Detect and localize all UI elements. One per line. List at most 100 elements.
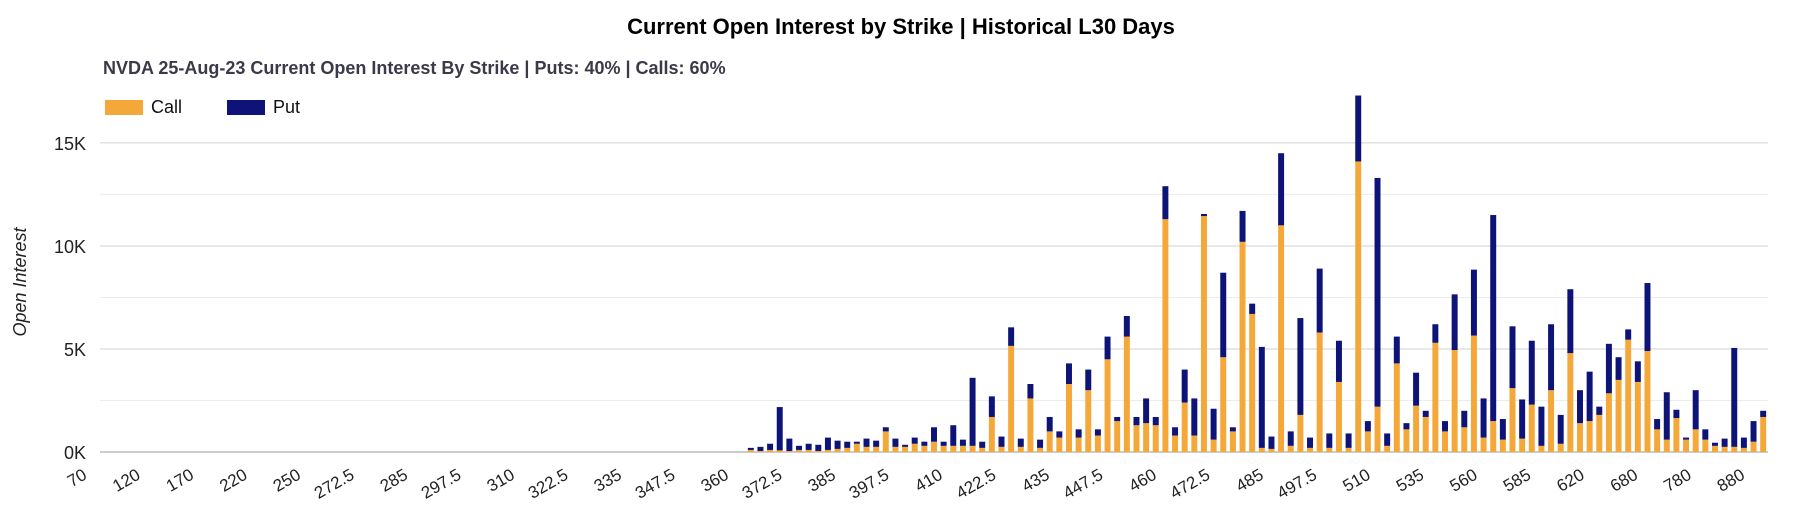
bar-call bbox=[1335, 381, 1342, 452]
bar-call bbox=[1037, 447, 1044, 452]
x-tick-label: 70 bbox=[64, 465, 90, 491]
bar-put bbox=[1384, 433, 1391, 446]
x-tick-label: 560 bbox=[1447, 465, 1481, 496]
bar-call bbox=[1210, 439, 1217, 452]
x-tick-label: 250 bbox=[270, 465, 304, 496]
bar-call bbox=[834, 448, 841, 452]
bar-call bbox=[1480, 437, 1487, 452]
bar-put bbox=[1721, 438, 1728, 447]
bar-put bbox=[1143, 398, 1150, 424]
y-tick-label: 5K bbox=[64, 340, 86, 360]
bar-call bbox=[1152, 425, 1159, 452]
bar-call bbox=[1297, 414, 1304, 452]
bar-put bbox=[1490, 215, 1497, 422]
bar-call bbox=[1239, 241, 1246, 452]
bar-put bbox=[1393, 336, 1400, 364]
bar-put bbox=[1442, 421, 1448, 432]
bar-put bbox=[1364, 421, 1371, 432]
bar-call bbox=[1287, 445, 1294, 452]
bar-put bbox=[1104, 336, 1111, 360]
bar-put bbox=[1162, 186, 1169, 220]
bar-put bbox=[1172, 427, 1179, 436]
bar-call bbox=[1008, 345, 1015, 452]
bar-put bbox=[1740, 437, 1747, 448]
legend-label-put: Put bbox=[273, 96, 301, 117]
bar-call bbox=[1731, 446, 1738, 452]
bar-call bbox=[1711, 445, 1718, 452]
legend-item-call[interactable]: Call bbox=[105, 97, 182, 117]
bar-call bbox=[1557, 443, 1564, 452]
chart-title: Current Open Interest by Strike | Histor… bbox=[627, 14, 1175, 39]
bar-put bbox=[1374, 177, 1381, 407]
bar-call bbox=[805, 449, 812, 452]
bar-call bbox=[1461, 427, 1468, 452]
bar-call bbox=[902, 446, 909, 452]
bar-call bbox=[1114, 421, 1121, 452]
bar-put bbox=[911, 437, 918, 444]
bar-call bbox=[1384, 445, 1391, 452]
bar-put bbox=[940, 441, 947, 446]
bar-call bbox=[1393, 363, 1400, 452]
bar-put bbox=[853, 441, 860, 444]
bar-call bbox=[988, 416, 995, 452]
bar-put bbox=[1326, 433, 1333, 448]
bar-put bbox=[1181, 369, 1188, 403]
bar-call bbox=[979, 447, 986, 452]
bar-call bbox=[1017, 446, 1024, 452]
y-tick-label: 10K bbox=[54, 237, 86, 257]
legend-item-put[interactable]: Put bbox=[227, 97, 300, 117]
bar-put bbox=[1287, 431, 1294, 446]
bar-put bbox=[1432, 324, 1439, 343]
bar-call bbox=[1586, 421, 1593, 452]
bar-call bbox=[1181, 402, 1188, 452]
bar-call bbox=[1278, 225, 1285, 452]
bar-put bbox=[1355, 95, 1362, 162]
bar-put bbox=[882, 427, 889, 432]
bar-call bbox=[1094, 435, 1101, 452]
bar-call bbox=[1104, 359, 1111, 452]
bar-put bbox=[1210, 408, 1217, 440]
bar-put bbox=[1673, 409, 1680, 418]
x-tick-label: 535 bbox=[1393, 465, 1427, 496]
bar-put bbox=[1461, 410, 1468, 428]
bar-call bbox=[1567, 353, 1574, 452]
bar-put bbox=[979, 441, 986, 448]
bar-call bbox=[1528, 404, 1535, 452]
bar-call bbox=[767, 449, 774, 452]
bar-put bbox=[1085, 369, 1092, 391]
x-tick-label: 880 bbox=[1714, 465, 1748, 496]
bar-call bbox=[1432, 342, 1439, 452]
bar-call bbox=[959, 445, 966, 452]
bar-call bbox=[1673, 418, 1680, 452]
bar-put bbox=[844, 441, 851, 448]
x-tick-label: 310 bbox=[484, 465, 518, 496]
bar-put bbox=[1278, 153, 1285, 226]
bar-call bbox=[1403, 429, 1410, 452]
bar-put bbox=[1596, 406, 1603, 415]
bar-put bbox=[1027, 384, 1034, 399]
bar-call bbox=[1442, 431, 1448, 452]
bar-put bbox=[1731, 347, 1738, 447]
bar-call bbox=[796, 449, 803, 452]
bar-put bbox=[1509, 326, 1516, 389]
x-tick-label: 447.5 bbox=[1060, 465, 1106, 503]
bar-call bbox=[1576, 423, 1583, 452]
bar-put bbox=[1123, 316, 1130, 337]
bar-put bbox=[1692, 390, 1699, 430]
x-tick-label: 272.5 bbox=[311, 465, 357, 503]
bar-put bbox=[805, 443, 812, 450]
bar-put bbox=[1576, 390, 1583, 424]
bar-put bbox=[1152, 416, 1159, 426]
bar-call bbox=[1249, 313, 1256, 452]
bar-put bbox=[1335, 340, 1342, 382]
x-tick-label: 485 bbox=[1233, 465, 1267, 496]
bar-put bbox=[1268, 436, 1275, 449]
bar-call bbox=[1085, 390, 1092, 452]
bar-put bbox=[1538, 406, 1545, 446]
bar-put bbox=[998, 436, 1005, 447]
bar-put bbox=[1519, 399, 1526, 439]
bar-put bbox=[1316, 268, 1323, 333]
bar-call bbox=[1123, 336, 1130, 452]
bar-put bbox=[1239, 210, 1246, 242]
bar-put bbox=[1760, 410, 1767, 417]
